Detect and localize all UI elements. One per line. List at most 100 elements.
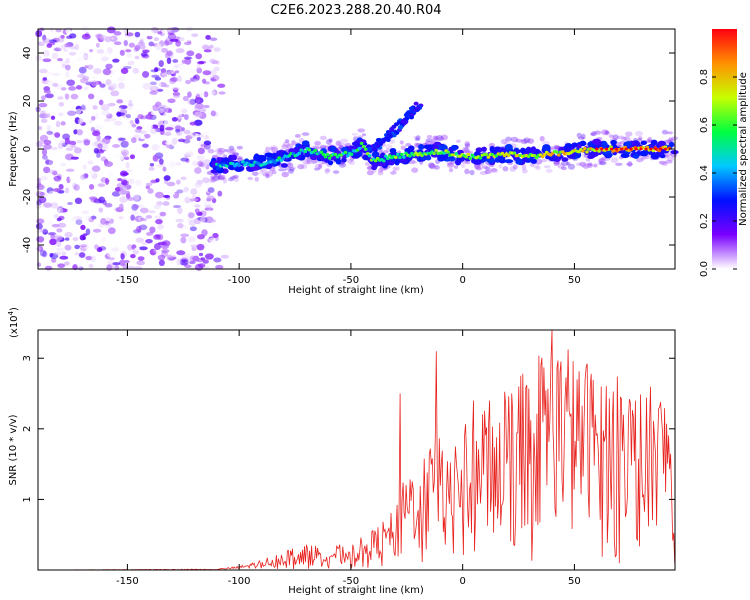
- noise-speckle: [147, 188, 154, 194]
- noise-speckle: [45, 78, 53, 86]
- ridge-peak-cell: [619, 147, 623, 151]
- noise-speckle: [162, 71, 170, 78]
- ridge-haze: [583, 163, 590, 170]
- noise-speckle: [203, 49, 212, 53]
- noise-speckle: [129, 154, 136, 160]
- ridge-core-cell: [597, 149, 601, 153]
- branch-cell: [403, 113, 409, 118]
- ridge-cell: [656, 151, 663, 156]
- ridge-haze: [446, 162, 455, 168]
- noise-speckle: [145, 124, 154, 130]
- noise-speckle: [196, 63, 201, 70]
- ridge-haze: [576, 132, 582, 138]
- noise-speckle: [36, 184, 45, 191]
- noise-speckle: [166, 181, 176, 187]
- ridge-core-cell: [307, 148, 312, 152]
- noise-speckle: [213, 66, 220, 72]
- ridge-haze: [340, 138, 349, 143]
- noise-speckle: [155, 219, 163, 225]
- noise-speckle: [201, 229, 208, 237]
- ridge-cell: [264, 152, 273, 158]
- ridge-haze: [484, 169, 492, 174]
- noise-speckle: [88, 232, 97, 240]
- noise-speckle: [104, 118, 110, 123]
- noise-speckle: [42, 34, 47, 41]
- noise-speckle: [141, 70, 150, 78]
- noise-speckle: [73, 147, 82, 154]
- noise-speckle: [135, 164, 144, 171]
- noise-speckle: [95, 124, 104, 130]
- noise-speckle: [61, 142, 68, 147]
- ridge-haze: [247, 176, 254, 181]
- noise-speckle: [76, 129, 84, 136]
- noise-speckle: [118, 203, 124, 211]
- x-tick-label: -50: [343, 275, 359, 286]
- ridge-haze: [665, 159, 673, 164]
- noise-speckle: [130, 214, 135, 221]
- noise-speckle: [120, 253, 125, 260]
- noise-speckle: [132, 67, 139, 74]
- ridge-haze: [427, 162, 435, 169]
- noise-speckle: [43, 89, 51, 94]
- noise-speckle: [43, 143, 52, 150]
- ridge-cell: [335, 158, 342, 165]
- noise-speckle: [44, 113, 51, 118]
- noise-speckle: [172, 59, 179, 63]
- noise-speckle: [121, 180, 129, 186]
- noise-speckle: [53, 214, 59, 219]
- ridge-peak-cell: [609, 147, 614, 151]
- ridge-haze: [635, 130, 644, 137]
- ridge-cell: [564, 142, 573, 149]
- ridge-haze: [297, 164, 305, 170]
- noise-speckle: [203, 140, 212, 146]
- noise-speckle: [137, 114, 144, 120]
- ridge-core-cell: [446, 150, 450, 154]
- ridge-haze: [498, 164, 503, 169]
- ridge-cell: [276, 150, 283, 156]
- noise-speckle: [153, 37, 160, 42]
- ridge-cell: [590, 152, 599, 157]
- noise-speckle: [167, 108, 173, 113]
- noise-speckle: [91, 142, 99, 147]
- noise-speckle: [154, 76, 162, 81]
- noise-speckle: [129, 178, 135, 184]
- noise-speckle: [150, 69, 159, 73]
- ridge-core-cell: [231, 162, 235, 166]
- noise-speckle: [196, 155, 205, 161]
- noise-speckle: [84, 173, 89, 179]
- noise-speckle: [42, 77, 48, 81]
- noise-speckle: [57, 96, 64, 100]
- noise-speckle: [96, 153, 101, 158]
- noise-speckle: [93, 198, 103, 204]
- noise-speckle: [99, 34, 108, 41]
- noise-speckle: [64, 187, 70, 194]
- noise-speckle: [107, 260, 114, 265]
- ridge-haze: [281, 144, 288, 150]
- x-tick-label: 50: [568, 275, 581, 286]
- noise-speckle: [176, 258, 182, 266]
- noise-speckle: [117, 82, 125, 90]
- ridge-haze: [222, 177, 228, 184]
- ridge-haze: [535, 166, 541, 171]
- noise-speckle: [212, 233, 219, 238]
- noise-speckle: [88, 184, 95, 190]
- noise-speckle: [56, 57, 63, 62]
- ridge-haze: [433, 136, 439, 141]
- ridge-haze: [202, 177, 210, 184]
- noise-speckle: [116, 99, 124, 104]
- noise-speckle: [100, 87, 106, 92]
- noise-speckle: [80, 54, 90, 59]
- noise-speckle: [148, 210, 156, 214]
- noise-speckle: [161, 249, 170, 253]
- noise-speckle: [192, 255, 200, 262]
- ridge-haze: [539, 136, 545, 142]
- noise-speckle: [184, 196, 191, 204]
- ridge-haze: [302, 158, 309, 165]
- noise-speckle: [159, 124, 165, 132]
- ridge-haze: [336, 142, 345, 147]
- ridge-haze: [603, 131, 611, 136]
- noise-speckle: [39, 176, 48, 181]
- noise-speckle: [52, 170, 58, 176]
- noise-speckle: [129, 87, 137, 93]
- ridge-core-cell: [383, 154, 388, 158]
